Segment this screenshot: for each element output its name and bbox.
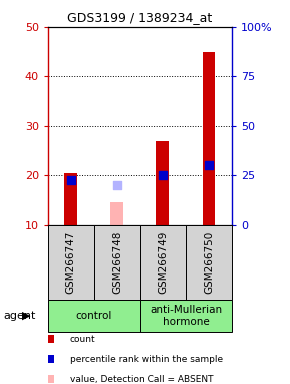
Text: GSM266749: GSM266749 <box>158 230 168 294</box>
Title: GDS3199 / 1389234_at: GDS3199 / 1389234_at <box>67 11 213 24</box>
Text: agent: agent <box>3 311 35 321</box>
Bar <box>110 202 123 225</box>
Text: GSM266747: GSM266747 <box>66 230 76 294</box>
Point <box>161 172 165 178</box>
Point <box>68 177 73 183</box>
Text: anti-Mullerian
hormone: anti-Mullerian hormone <box>150 305 222 327</box>
Text: count: count <box>70 334 95 344</box>
Point <box>115 182 119 188</box>
Bar <box>202 51 215 225</box>
Text: GSM266750: GSM266750 <box>204 230 214 294</box>
Bar <box>157 141 169 225</box>
Text: value, Detection Call = ABSENT: value, Detection Call = ABSENT <box>70 374 213 384</box>
Text: control: control <box>76 311 112 321</box>
Text: GSM266748: GSM266748 <box>112 230 122 294</box>
Text: percentile rank within the sample: percentile rank within the sample <box>70 354 223 364</box>
Point <box>207 162 211 169</box>
Text: ▶: ▶ <box>22 311 30 321</box>
Bar <box>64 173 77 225</box>
